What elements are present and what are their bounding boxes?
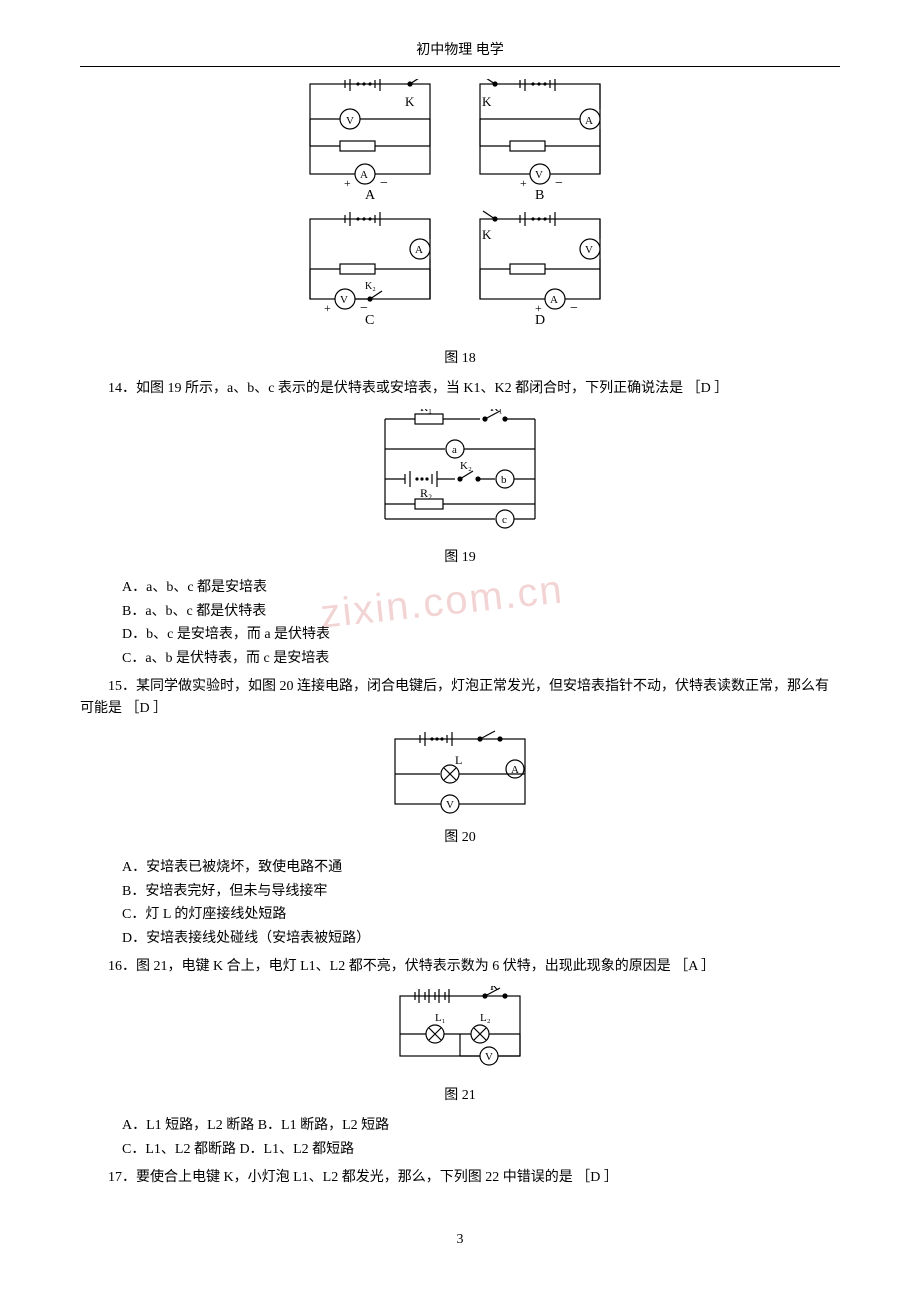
figure-21-caption: 图 21 [80,1085,840,1107]
switch-k: K [490,986,499,993]
lamp-l2: L₂ [480,1012,491,1024]
option-a: A．安培表已被烧坏，致使电路不通 [122,857,840,879]
voltmeter-icon: V [346,115,354,127]
figure-21: K L₁ L₂ V 图 21 [80,986,840,1107]
question-17: 17．要使合上电键 K，小灯泡 L1、L2 都发光，那么，下列图 22 中错误的… [80,1167,840,1189]
voltmeter-icon: V [535,169,543,181]
svg-text:−: − [555,176,563,191]
sub-label-a: A [365,188,376,203]
option-d: D．b、c 是安培表，而 a 是伏特表 [122,624,840,646]
question-15-options: A．安培表已被烧坏，致使电路不通 B．安培表完好，但未与导线接牢 C．灯 L 的… [122,857,840,950]
figure-19-caption: 图 19 [80,547,840,569]
sub-label-c: C [365,313,374,328]
option-a: A．a、b、c 都是安培表 [122,577,840,599]
k2-label: K₂ [365,281,376,292]
question-14: 14．如图 19 所示，a、b、c 表示的是伏特表或安培表，当 K1、K2 都闭… [80,378,840,400]
svg-text:+: + [520,176,527,190]
svg-text:−: − [570,301,578,316]
svg-text:K: K [482,227,492,242]
page-header-title: 初中物理 电学 [80,40,840,62]
figure-19: R₁ K₁ a b K₂ R₂ c [80,409,840,570]
r2-label: R₂ [420,486,432,500]
sub-label-b: B [535,188,544,203]
question-15: 15．某同学做实验时，如图 20 连接电路，闭合电键后，灯泡正常发光，但安培表指… [80,676,840,721]
sub-label-d: D [535,313,545,328]
meter-a: a [452,444,457,456]
option-b: B．安培表完好，但未与导线接牢 [122,881,840,903]
switch-label: K [405,94,415,109]
voltmeter-icon: V [446,799,454,811]
k2-label: K₂ [460,460,472,472]
figure-20-caption: 图 20 [80,827,840,849]
svg-text:K: K [482,94,492,109]
option-c: C．a、b 是伏特表，而 c 是安培表 [122,648,840,670]
svg-text:A: A [415,244,423,256]
option-b: B．a、b、c 都是伏特表 [122,601,840,623]
page-number: 3 [80,1229,840,1251]
svg-text:+: + [344,176,351,190]
svg-text:A: A [550,294,558,306]
ammeter-icon: A [585,115,593,127]
option-d: D．安培表接线处碰线（安培表被短路） [122,928,840,950]
svg-text:V: V [585,244,593,256]
meter-c: c [502,514,507,526]
figure-20: A L V 图 20 [80,729,840,850]
svg-text:+: + [324,301,331,315]
option-c: C．灯 L 的灯座接线处短路 [122,904,840,926]
lamp-l: L [455,753,462,767]
header-rule [80,66,840,67]
option-line-1: A．L1 短路，L2 断路 B．L1 断路，L2 短路 [122,1115,840,1137]
lamp-l1: L₁ [435,1012,446,1024]
ammeter-icon: A [360,169,368,181]
k1-label: K₁ [490,409,503,414]
r1-label: R₁ [420,409,432,414]
svg-text:V: V [340,294,348,306]
figure-18-caption: 图 18 [80,348,840,370]
figure-18: K V A + − A [80,79,840,370]
question-14-options: A．a、b、c 都是安培表 B．a、b、c 都是伏特表 D．b、c 是安培表，而… [122,577,840,670]
question-16: 16．图 21，电键 K 合上，电灯 L1、L2 都不亮，伏特表示数为 6 伏特… [80,956,840,978]
meter-b: b [501,474,507,486]
question-16-options: A．L1 短路，L2 断路 B．L1 断路，L2 短路 C．L1、L2 都断路 … [122,1115,840,1161]
svg-text:−: − [380,176,388,191]
option-line-2: C．L1、L2 都断路 D．L1、L2 都短路 [122,1139,840,1161]
voltmeter-icon: V [485,1051,493,1063]
